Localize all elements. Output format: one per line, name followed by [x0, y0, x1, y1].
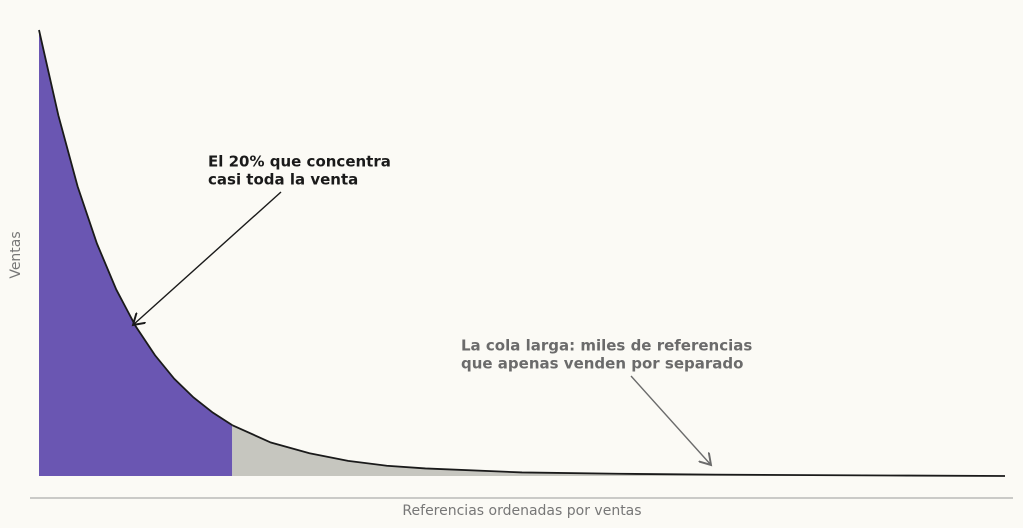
plot-area [38, 29, 1006, 477]
annotation-arrow [133, 191, 282, 325]
annotation-text: El 20% que concentra [208, 153, 391, 171]
y-axis-label: Ventas [8, 231, 24, 278]
x-axis-label: Referencias ordenadas por ventas [402, 503, 641, 519]
annotation-text: que apenas venden por separado [461, 355, 743, 373]
annotation-text: La cola larga: miles de referencias [461, 337, 752, 355]
area [232, 425, 1005, 476]
annotation-text: casi toda la venta [208, 171, 358, 189]
area [39, 30, 233, 476]
annotation-arrow [630, 375, 711, 465]
curve [231, 424, 1006, 477]
